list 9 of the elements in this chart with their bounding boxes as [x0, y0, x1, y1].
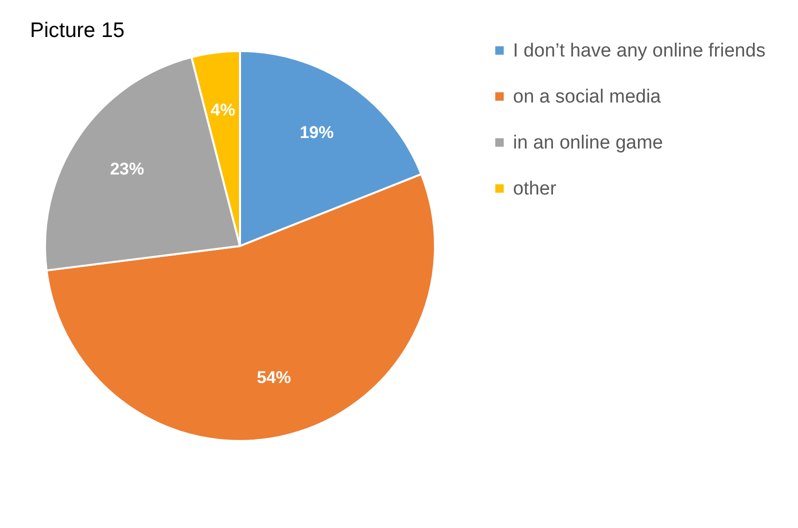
- legend-label: in an online game: [513, 132, 663, 154]
- legend-label: on a social media: [513, 86, 662, 108]
- data-label: 54%: [256, 368, 291, 388]
- data-label: 19%: [300, 123, 334, 142]
- data-label: 4%: [210, 100, 236, 120]
- legend-label: other: [513, 178, 557, 200]
- chart-title: Picture 15: [30, 19, 125, 42]
- legend-label: I don’t have any online friends: [513, 40, 766, 62]
- data-label: 23%: [110, 159, 144, 178]
